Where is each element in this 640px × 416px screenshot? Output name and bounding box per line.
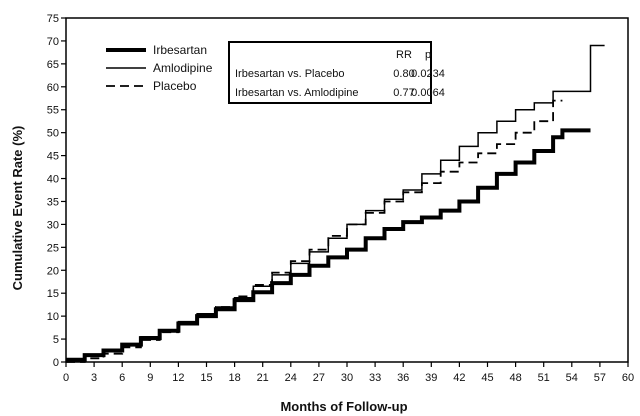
x-tick-label: 60 — [622, 372, 634, 384]
series-layer — [66, 44, 605, 363]
legend-label-amlodipine: Amlodipine — [153, 61, 213, 75]
x-tick-label: 30 — [341, 372, 353, 384]
stats-box: RR p Irbesartan vs. Placebo 0.800.0234 Irbes… — [228, 41, 445, 104]
stats-cell: Irbesartan vs. Amlodipine — [235, 87, 359, 99]
x-tick-label: 48 — [509, 372, 521, 384]
y-tick-label: 15 — [47, 288, 59, 300]
y-tick-label: 0 — [53, 357, 59, 369]
x-tick-label: 6 — [119, 372, 125, 384]
y-tick-label: 35 — [47, 196, 59, 208]
stats-cell: Irbesartan vs. Placebo — [235, 68, 344, 80]
series-line-placebo — [66, 99, 563, 363]
y-tick-label: 65 — [47, 59, 59, 71]
legend-label-irbesartan: Irbesartan — [153, 43, 207, 57]
y-tick-label: 60 — [47, 82, 59, 94]
x-axis-title: Months of Follow-up — [280, 399, 407, 414]
y-tick-label: 70 — [47, 36, 59, 48]
y-tick-label: 55 — [47, 105, 59, 117]
y-tick-label: 45 — [47, 151, 59, 163]
y-tick-label: 50 — [47, 128, 59, 140]
x-tick-label: 21 — [257, 372, 269, 384]
x-tick-label: 42 — [453, 372, 465, 384]
y-axis-title: Cumulative Event Rate (%) — [10, 126, 25, 291]
y-tick-label: 30 — [47, 219, 59, 231]
x-tick-label: 0 — [63, 372, 69, 384]
x-tick-label: 45 — [481, 372, 493, 384]
x-tick-label: 27 — [313, 372, 325, 384]
x-tick-label: 54 — [566, 372, 578, 384]
stats-box-frame — [228, 41, 432, 104]
y-tick-label: 25 — [47, 242, 59, 254]
stats-header: RR — [396, 49, 412, 61]
x-tick-label: 3 — [91, 372, 97, 384]
stats-cell: 0.0064 — [411, 87, 445, 99]
y-tick-label: 40 — [47, 174, 59, 186]
x-tick-label: 9 — [147, 372, 153, 384]
x-tick-label: 15 — [200, 372, 212, 384]
legend: Irbesartan Amlodipine Placebo — [106, 43, 213, 93]
x-tick-label: 51 — [538, 372, 550, 384]
y-tick-label: 75 — [47, 13, 59, 25]
series-line-amlodipine — [66, 44, 605, 361]
x-tick-label: 18 — [228, 372, 240, 384]
x-tick-label: 33 — [369, 372, 381, 384]
stats-cell: 0.77 — [393, 87, 414, 99]
stats-cell: 0.0234 — [411, 68, 445, 80]
y-tick-label: 10 — [47, 311, 59, 323]
x-tick-label: 24 — [285, 372, 297, 384]
y-tick-label: 5 — [53, 334, 59, 346]
stats-cell: 0.80 — [393, 68, 414, 80]
stats-header: p — [425, 49, 431, 61]
x-tick-label: 36 — [397, 372, 409, 384]
x-tick-label: 39 — [425, 372, 437, 384]
x-tick-label: 57 — [594, 372, 606, 384]
legend-label-placebo: Placebo — [153, 79, 197, 93]
x-tick-label: 12 — [172, 372, 184, 384]
y-tick-label: 20 — [47, 265, 59, 277]
